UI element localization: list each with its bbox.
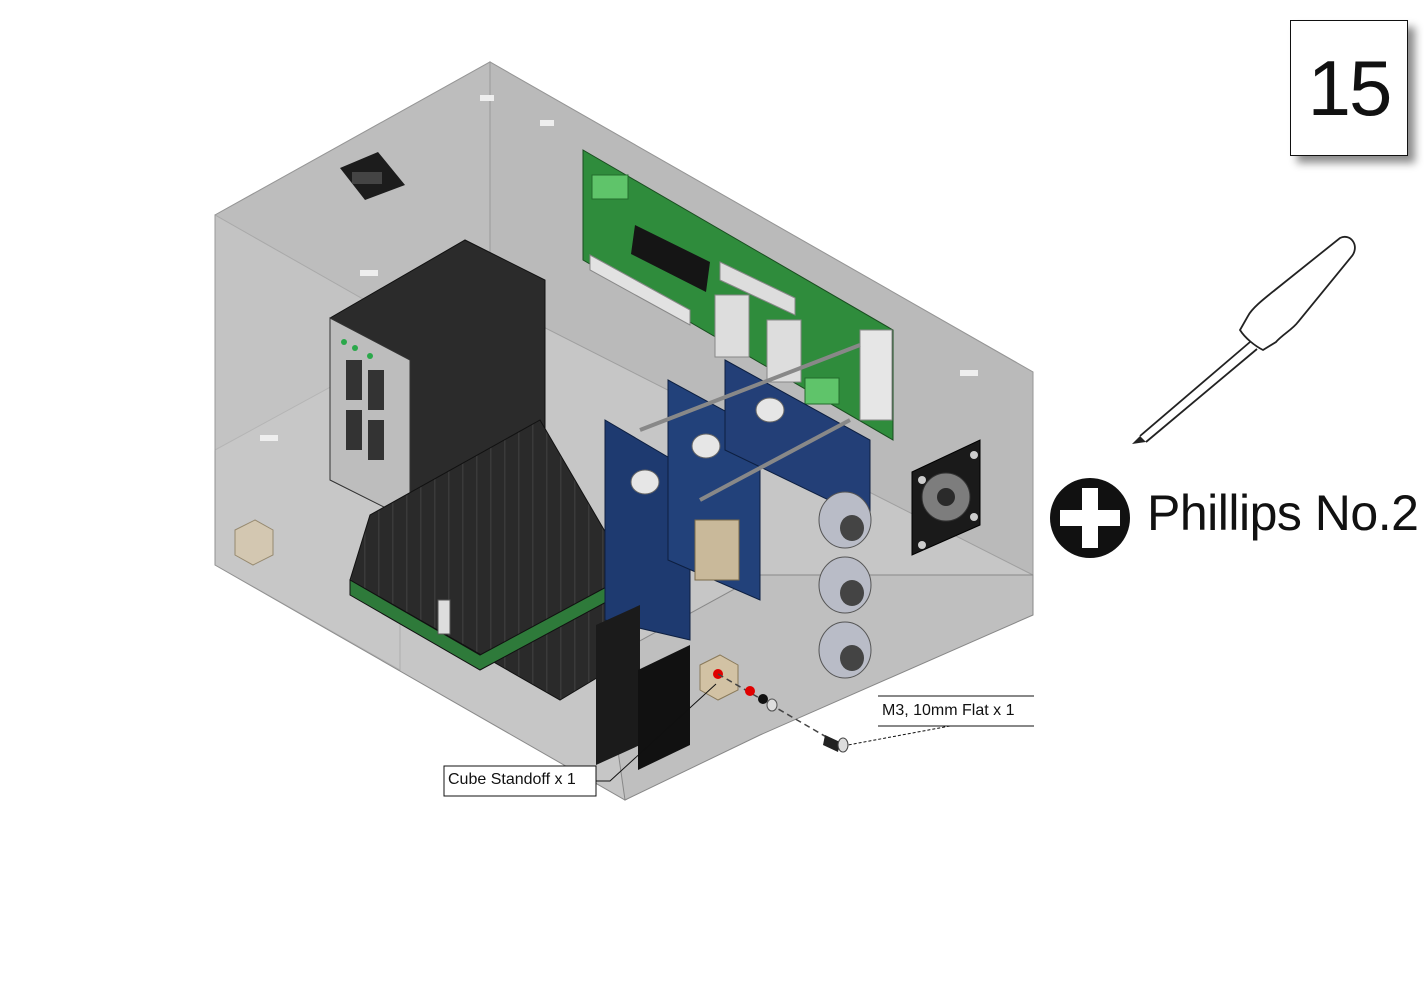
cube-standoff (699, 654, 739, 701)
callout-standoff (443, 683, 717, 797)
tool-name: Phillips No.2 (1147, 485, 1419, 541)
phillips-head-icon (1050, 478, 1130, 558)
cable-gland (818, 621, 872, 679)
cable-glands (818, 491, 872, 679)
blue-pcb-stack (604, 343, 871, 641)
assembly-path (717, 673, 836, 743)
db9-connector (340, 152, 405, 200)
screwdriver-icon (1132, 235, 1356, 444)
m3-screw (823, 735, 849, 753)
cooling-fan (911, 439, 981, 556)
cable-gland (818, 491, 872, 549)
cable-gland (818, 556, 872, 614)
power-inlet (596, 605, 690, 770)
callout-screw (847, 695, 1034, 746)
step-number: 15 (1307, 43, 1393, 132)
callout-standoff-label: Cube Standoff x 1 (448, 771, 576, 788)
callout-screw-label: M3, 10mm Flat x 1 (882, 702, 1015, 719)
green-pcb (582, 149, 894, 441)
cube-standoff-spare (234, 519, 274, 566)
step-number-box: 15 (1290, 20, 1408, 156)
